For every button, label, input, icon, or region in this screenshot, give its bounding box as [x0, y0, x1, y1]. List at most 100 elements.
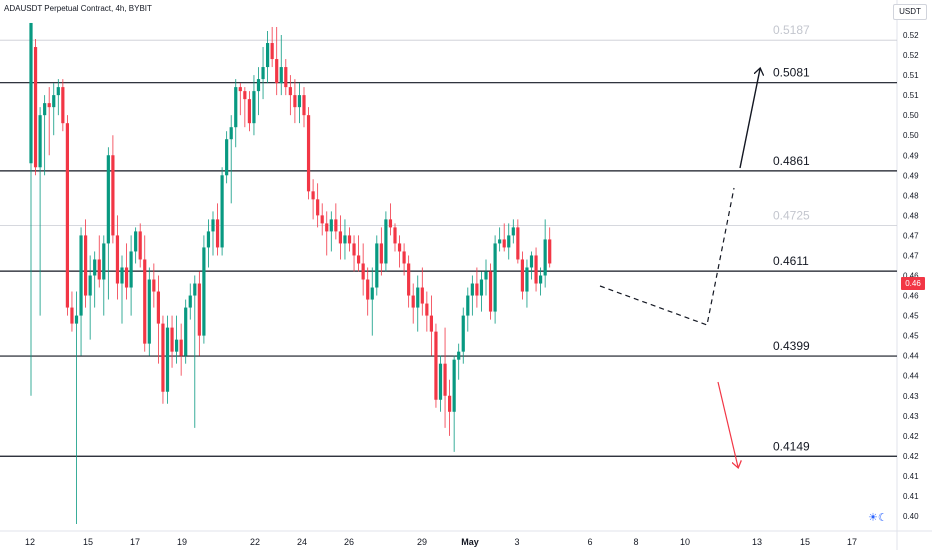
candle-body	[347, 235, 352, 244]
candle-body	[38, 115, 42, 168]
candle-body	[443, 363, 447, 396]
last-price-badge: 0.46	[901, 277, 925, 290]
candle-body	[334, 219, 338, 232]
candle-body	[143, 259, 147, 344]
candle-body	[402, 251, 406, 264]
y-tick-label: 0.44	[903, 372, 919, 381]
candle-body	[202, 247, 206, 336]
candle-body	[129, 251, 133, 288]
candle-body	[184, 307, 188, 356]
candle-body	[429, 315, 433, 332]
candle-body	[88, 275, 92, 296]
candle-body	[74, 315, 79, 324]
candle-body	[393, 227, 397, 244]
candle-body	[211, 219, 215, 232]
settings-icon[interactable]: ☀☾	[868, 511, 888, 524]
candle-body	[507, 235, 511, 248]
candle-body	[102, 243, 106, 280]
candle-body	[539, 275, 543, 284]
y-tick-label: 0.49	[903, 171, 919, 180]
y-tick-label: 0.42	[903, 452, 919, 461]
y-tick-label: 0.45	[903, 332, 919, 341]
level-label: 0.5187	[773, 23, 810, 37]
candle-body	[548, 239, 552, 264]
candle-body	[134, 231, 138, 252]
projection-dashed-path	[599, 187, 735, 326]
candle-body	[420, 287, 424, 304]
y-tick-label: 0.46	[903, 292, 919, 301]
x-tick-label: 19	[177, 537, 187, 547]
candle-body	[498, 239, 502, 244]
candle-body	[29, 22, 33, 164]
candle-body	[388, 219, 393, 228]
y-tick-label: 0.46	[903, 272, 919, 281]
candle-body	[470, 283, 474, 296]
candle-body	[229, 127, 233, 140]
candle-body	[220, 175, 224, 248]
candle-body	[115, 235, 120, 284]
candle-body	[275, 59, 279, 84]
candle-body	[193, 283, 197, 296]
candle-body	[179, 339, 183, 356]
candle-body	[302, 95, 306, 116]
candle-body	[407, 263, 411, 296]
candle-body	[297, 95, 302, 108]
candle-body	[357, 255, 361, 264]
candle-body	[161, 323, 165, 392]
x-tick-label: 15	[83, 537, 93, 547]
candle-body	[138, 231, 142, 260]
candle-body	[543, 239, 547, 276]
y-tick-label: 0.49	[903, 151, 919, 160]
candle-body	[33, 47, 38, 168]
y-tick-label: 0.52	[903, 51, 919, 60]
candle-body	[529, 255, 534, 268]
candle-body	[370, 287, 374, 300]
candle-body	[411, 295, 415, 308]
candle-body	[197, 283, 201, 336]
chart-title: ADAUSDT Perpetual Contract, 4h, BYBIT	[4, 4, 152, 13]
candle-body	[97, 259, 101, 280]
y-tick-label: 0.48	[903, 191, 919, 200]
candle-body	[47, 103, 51, 108]
candle-body	[61, 87, 65, 124]
x-tick-label: 10	[680, 537, 690, 547]
time-axis[interactable]: 12 15 17 19 22 24 26 29 May 3 6 8 10 13 15 17	[25, 537, 857, 547]
level-label: 0.5081	[773, 66, 810, 80]
x-tick-label: 26	[344, 537, 354, 547]
arrow-down	[717, 381, 738, 467]
candle-body	[375, 243, 379, 288]
candle-body	[502, 239, 506, 248]
candle-body	[484, 271, 488, 280]
x-tick-label: 12	[25, 537, 35, 547]
x-tick-label: 3	[514, 537, 519, 547]
candle-body	[215, 219, 220, 248]
candle-body	[534, 255, 538, 284]
candles	[29, 22, 552, 525]
projection-drawings	[599, 69, 760, 467]
candle-body	[175, 339, 179, 352]
candle-body	[84, 235, 88, 296]
candle-body	[384, 219, 388, 264]
candle-body	[270, 43, 274, 60]
candle-body	[111, 155, 115, 236]
candle-body	[52, 95, 56, 108]
x-tick-label: 8	[633, 537, 638, 547]
candle-body	[311, 191, 315, 200]
y-tick-label: 0.41	[903, 492, 919, 501]
price-axis[interactable]: 0.40 0.41 0.41 0.42 0.42 0.43 0.43 0.44 0.44 0.45…	[903, 31, 919, 521]
y-tick-label: 0.51	[903, 71, 919, 80]
candle-body	[379, 243, 383, 264]
candle-body	[293, 95, 297, 108]
y-tick-label: 0.47	[903, 251, 919, 260]
candle-body	[438, 363, 443, 400]
candle-body	[306, 115, 311, 192]
candle-body	[43, 103, 47, 116]
candle-body	[343, 235, 347, 244]
y-tick-label: 0.40	[903, 512, 919, 521]
unit-badge[interactable]: USDT	[893, 4, 927, 20]
candle-body	[252, 91, 256, 124]
x-tick-label: 22	[250, 537, 260, 547]
candle-body	[479, 279, 484, 296]
candle-body	[56, 87, 60, 96]
